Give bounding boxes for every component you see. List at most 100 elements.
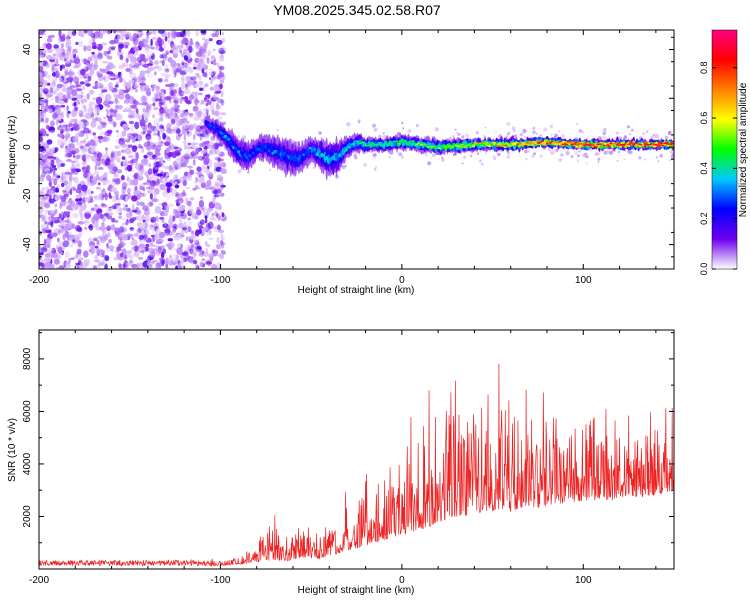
heatmap-cell (202, 164, 206, 170)
heatmap-cell (198, 225, 204, 230)
heatmap-cell (94, 204, 98, 208)
heatmap-cell (45, 186, 50, 190)
heatmap-cell (42, 88, 49, 94)
heatmap-cell (68, 180, 73, 188)
heatmap-cell (86, 73, 93, 79)
heatmap-cell (51, 213, 54, 220)
heatmap-cell (48, 248, 55, 252)
heatmap-cell (96, 186, 101, 190)
heatmap-cell (100, 121, 106, 124)
heatmap-cell (607, 145, 611, 147)
heatmap-cell (93, 265, 97, 269)
heatmap-cell (85, 220, 89, 223)
heatmap-cell (104, 93, 112, 102)
heatmap-cell (216, 148, 221, 156)
heatmap-cell (139, 185, 144, 191)
heatmap-cell (71, 89, 78, 97)
heatmap-cell (185, 236, 189, 242)
heatmap-cell (461, 162, 464, 165)
heatmap-cell (189, 221, 192, 225)
heatmap-cell (131, 132, 139, 137)
heatmap-cell (216, 104, 221, 110)
heatmap-cell (172, 215, 176, 222)
heatmap-cell (161, 60, 165, 67)
heatmap-cell (373, 127, 378, 132)
heatmap-cell (122, 207, 129, 211)
heatmap-cell (657, 160, 660, 163)
heatmap-cell (75, 94, 82, 99)
heatmap-cell (56, 48, 63, 56)
heatmap-cell (534, 141, 538, 143)
heatmap-cell (149, 153, 154, 161)
heatmap-cell (428, 143, 432, 146)
heatmap-cell (172, 162, 180, 167)
heatmap-cell (59, 203, 62, 210)
heatmap-cell (115, 30, 122, 33)
heatmap-cell (220, 112, 227, 116)
heatmap-cell (112, 64, 116, 70)
heatmap-cell (63, 107, 68, 110)
heatmap-cell (52, 90, 57, 95)
heatmap-cell (601, 143, 605, 145)
heatmap-cell (183, 153, 190, 160)
heatmap-cell (401, 127, 405, 130)
heatmap-cell (192, 159, 196, 166)
heatmap-cell (204, 215, 208, 220)
heatmap-cell (630, 142, 634, 144)
heatmap-cell (165, 50, 169, 56)
heatmap-cell (167, 113, 170, 120)
heatmap-cell (121, 222, 125, 226)
heatmap-cell (181, 81, 186, 89)
heatmap-cell (468, 142, 472, 145)
heatmap-cell (143, 210, 150, 216)
heatmap-cell (134, 121, 140, 130)
heatmap-cell (158, 30, 165, 34)
heatmap-cell (132, 61, 138, 66)
heatmap-cell (72, 176, 77, 182)
heatmap-cell (656, 156, 658, 159)
heatmap-cell (201, 68, 205, 74)
heatmap-cell (432, 153, 436, 157)
heatmap-cell (172, 258, 176, 263)
heatmap-cell (206, 244, 210, 248)
heatmap-cell (441, 156, 444, 159)
heatmap-cell (117, 104, 123, 110)
heatmap-cell (160, 245, 165, 250)
heatmap-cell (102, 177, 108, 181)
heatmap-cell (186, 99, 192, 105)
heatmap-cell (127, 144, 133, 148)
heatmap-cell (522, 143, 526, 145)
heatmap-cell (348, 146, 352, 149)
heatmap-cell (140, 161, 147, 167)
heatmap-cell (66, 92, 71, 100)
heatmap-cell (101, 227, 107, 235)
heatmap-cell (39, 45, 43, 51)
heatmap-cell (138, 201, 145, 206)
heatmap-cell (191, 155, 199, 160)
y-tick-label: -40 (22, 237, 33, 252)
heatmap-cell (39, 87, 44, 93)
heatmap-cell (51, 64, 55, 72)
heatmap-cell (122, 186, 127, 190)
heatmap-cell (83, 185, 88, 189)
heatmap-cell (88, 225, 92, 229)
heatmap-cell (81, 190, 88, 197)
heatmap-cell (195, 171, 201, 175)
heatmap-cell (50, 56, 56, 60)
heatmap-cell (91, 46, 98, 50)
heatmap-cell (91, 181, 96, 185)
heatmap-cell (189, 248, 194, 255)
heatmap-cell (103, 131, 108, 137)
heatmap-cell (151, 244, 156, 248)
heatmap-cell (128, 96, 134, 105)
heatmap-cell (84, 113, 91, 118)
heatmap-cell (105, 147, 108, 151)
heatmap-cell (89, 139, 96, 147)
heatmap-cell (189, 80, 195, 84)
heatmap-cell (150, 46, 155, 50)
heatmap-cell (192, 123, 198, 129)
heatmap-cell (104, 158, 111, 166)
heatmap-cell (196, 206, 200, 212)
heatmap-cell (155, 215, 159, 221)
heatmap-cell (120, 30, 125, 35)
